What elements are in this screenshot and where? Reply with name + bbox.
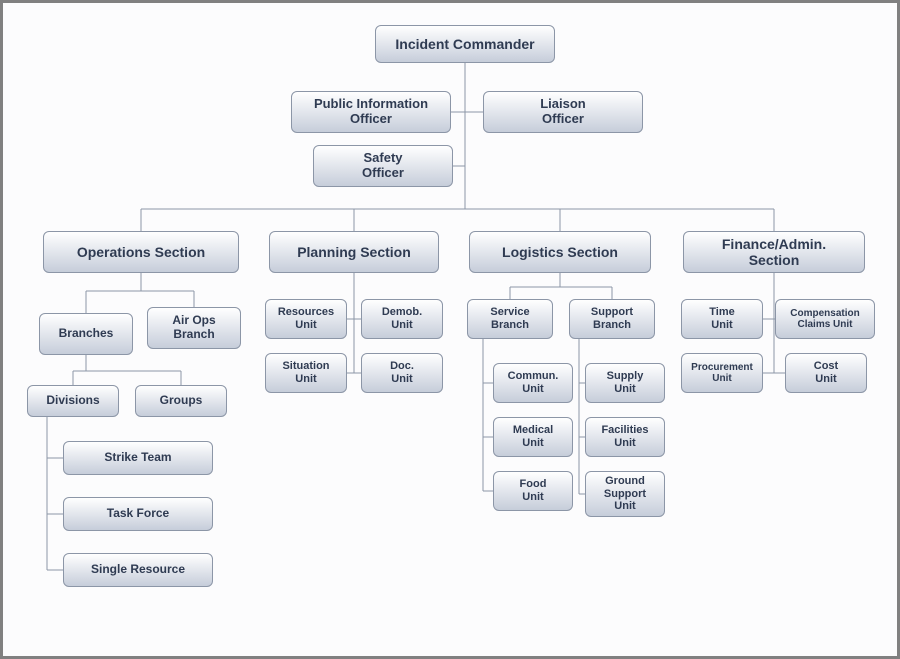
org-chart-node-proc: Procurement Unit	[681, 353, 763, 393]
org-chart-node-situation: Situation Unit	[265, 353, 347, 393]
org-chart-node-comp: Compensation Claims Unit	[775, 299, 875, 339]
org-chart-node-time: Time Unit	[681, 299, 763, 339]
org-chart-node-fin: Finance/Admin. Section	[683, 231, 865, 273]
org-chart-node-support: Support Branch	[569, 299, 655, 339]
org-chart-node-supply: Supply Unit	[585, 363, 665, 403]
org-chart-node-liaison: Liaison Officer	[483, 91, 643, 133]
org-chart-node-medical: Medical Unit	[493, 417, 573, 457]
org-chart-node-branches: Branches	[39, 313, 133, 355]
org-chart-node-ic: Incident Commander	[375, 25, 555, 63]
org-chart-node-safety: Safety Officer	[313, 145, 453, 187]
org-chart-node-facilities: Facilities Unit	[585, 417, 665, 457]
org-chart-node-food: Food Unit	[493, 471, 573, 511]
org-chart-node-strike: Strike Team	[63, 441, 213, 475]
org-chart-frame: { "type": "org-chart", "canvas": { "widt…	[0, 0, 900, 659]
org-chart-node-doc: Doc. Unit	[361, 353, 443, 393]
org-chart-node-log: Logistics Section	[469, 231, 651, 273]
org-chart-node-cost: Cost Unit	[785, 353, 867, 393]
org-chart-node-plan: Planning Section	[269, 231, 439, 273]
org-chart-node-commun: Commun. Unit	[493, 363, 573, 403]
org-chart-node-groups: Groups	[135, 385, 227, 417]
org-chart-node-ground: Ground Support Unit	[585, 471, 665, 517]
org-chart-node-service: Service Branch	[467, 299, 553, 339]
org-chart-node-airops: Air Ops Branch	[147, 307, 241, 349]
org-chart-node-single: Single Resource	[63, 553, 213, 587]
org-chart-node-demob: Demob. Unit	[361, 299, 443, 339]
org-chart-node-pio: Public Information Officer	[291, 91, 451, 133]
org-chart-node-resources: Resources Unit	[265, 299, 347, 339]
org-chart-node-ops: Operations Section	[43, 231, 239, 273]
org-chart-node-task: Task Force	[63, 497, 213, 531]
org-chart-node-divisions: Divisions	[27, 385, 119, 417]
